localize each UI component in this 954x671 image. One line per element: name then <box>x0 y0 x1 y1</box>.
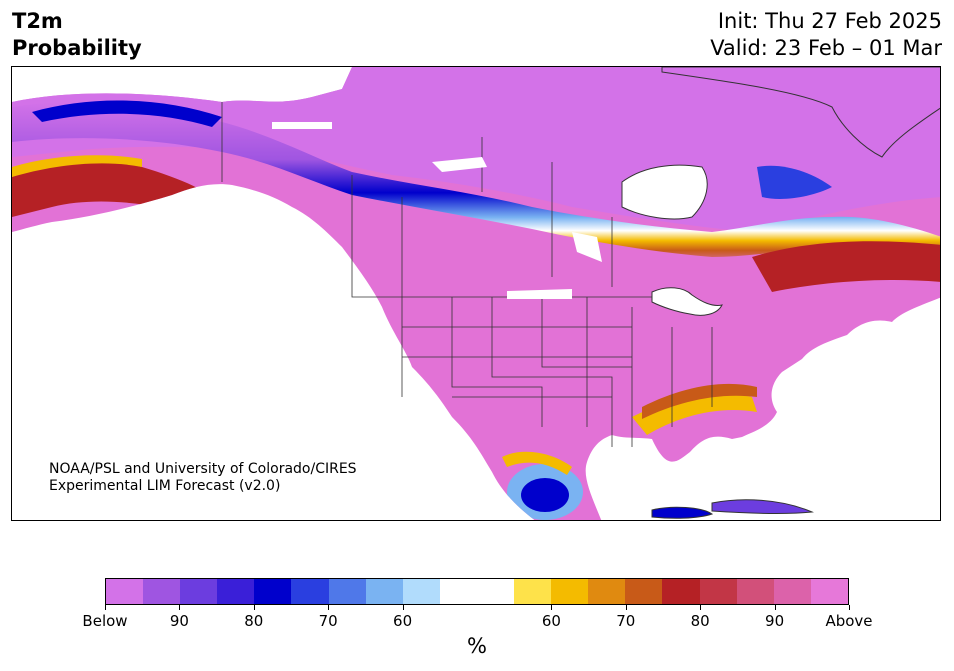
colorbar-tick-mark <box>849 605 850 610</box>
colorbar-cell <box>810 579 848 604</box>
colorbar-tick-mark <box>402 605 404 610</box>
colorbar-cell <box>365 579 403 604</box>
colorbar-tick-mark <box>700 605 702 610</box>
colorbar-cell <box>106 579 144 604</box>
colorbar-tick-mark <box>551 605 553 610</box>
colorbar-cell <box>588 579 626 604</box>
colorbar-tick-label: Below <box>82 612 128 630</box>
colorbar-tick-label: 60 <box>393 612 413 630</box>
colorbar-cell <box>254 579 292 604</box>
great-lakes <box>651 287 723 316</box>
colorbar <box>105 578 849 605</box>
below-core-quebec <box>757 165 832 199</box>
colorbar-tick-mark <box>328 605 330 610</box>
colorbar-tick-label: 80 <box>244 612 264 630</box>
colorbar-tick-label: 80 <box>690 612 710 630</box>
chart-title: T2m Probability <box>12 8 142 62</box>
hudson-bay <box>621 164 708 220</box>
missing-patch-2 <box>432 157 487 172</box>
colorbar-cell <box>328 579 366 604</box>
colorbar-tick-label: 90 <box>765 612 785 630</box>
colorbar-cell <box>476 579 515 604</box>
colorbar-tick-label: Above <box>825 612 873 630</box>
colorbar-unit: % <box>467 634 487 658</box>
colorbar-cell <box>217 579 255 604</box>
orange-band-alaska <box>12 155 142 177</box>
colorbar-cell <box>551 579 589 604</box>
hispaniola <box>711 499 814 515</box>
forecast-dates: Init: Thu 27 Feb 2025 Valid: 23 Feb – 01… <box>710 8 942 62</box>
above-core-eastcanada <box>752 241 940 292</box>
colorbar-cell <box>736 579 774 604</box>
colorbar-cell <box>180 579 218 604</box>
colorbar-tick-label: 70 <box>318 612 338 630</box>
colorbar-cell <box>662 579 700 604</box>
colorbar-tick-label: 90 <box>169 612 189 630</box>
colorbar-tick-label: 70 <box>616 612 636 630</box>
colorbar-cell <box>143 579 181 604</box>
title-line-2: Probability <box>12 36 142 60</box>
below-core-alaska <box>32 100 222 127</box>
below-core-mexico <box>521 478 569 512</box>
colorbar-cell <box>402 579 440 604</box>
colorbar-cell <box>625 579 663 604</box>
colorbar-cell <box>514 579 552 604</box>
colorbar-tick-mark <box>253 605 255 610</box>
init-date: Init: Thu 27 Feb 2025 <box>717 9 942 33</box>
missing-patch-1 <box>272 122 332 129</box>
colorbar-cell <box>291 579 329 604</box>
orange-rim-mexico <box>502 451 572 475</box>
north-america-map <box>12 67 940 520</box>
cuba <box>651 506 714 519</box>
colorbar-cell <box>773 579 811 604</box>
valid-date: Valid: 23 Feb – 01 Mar <box>710 36 942 60</box>
colorbar-tick-mark <box>105 605 106 610</box>
colorbar-cell <box>439 579 477 604</box>
below-normal-field-north <box>12 67 940 232</box>
credit-text: NOAA/PSL and University of Colorado/CIRE… <box>49 461 357 495</box>
orange-area-southeast <box>632 393 757 435</box>
greenland <box>661 67 940 158</box>
colorbar-tick-mark <box>625 605 627 610</box>
transition-band <box>12 102 940 267</box>
missing-patch-3 <box>572 232 602 262</box>
colorbar-tick-mark <box>774 605 776 610</box>
colorbar-tick-mark <box>179 605 181 610</box>
title-line-1: T2m <box>12 9 63 33</box>
credit-line-2: Experimental LIM Forecast (v2.0) <box>49 478 281 494</box>
colorbar-tick-label: 60 <box>541 612 561 630</box>
missing-patch-4 <box>507 289 572 299</box>
red-area-southeast <box>642 383 757 419</box>
credit-line-1: NOAA/PSL and University of Colorado/CIRE… <box>49 461 357 477</box>
colorbar-cell <box>699 579 737 604</box>
map-panel <box>11 66 941 521</box>
